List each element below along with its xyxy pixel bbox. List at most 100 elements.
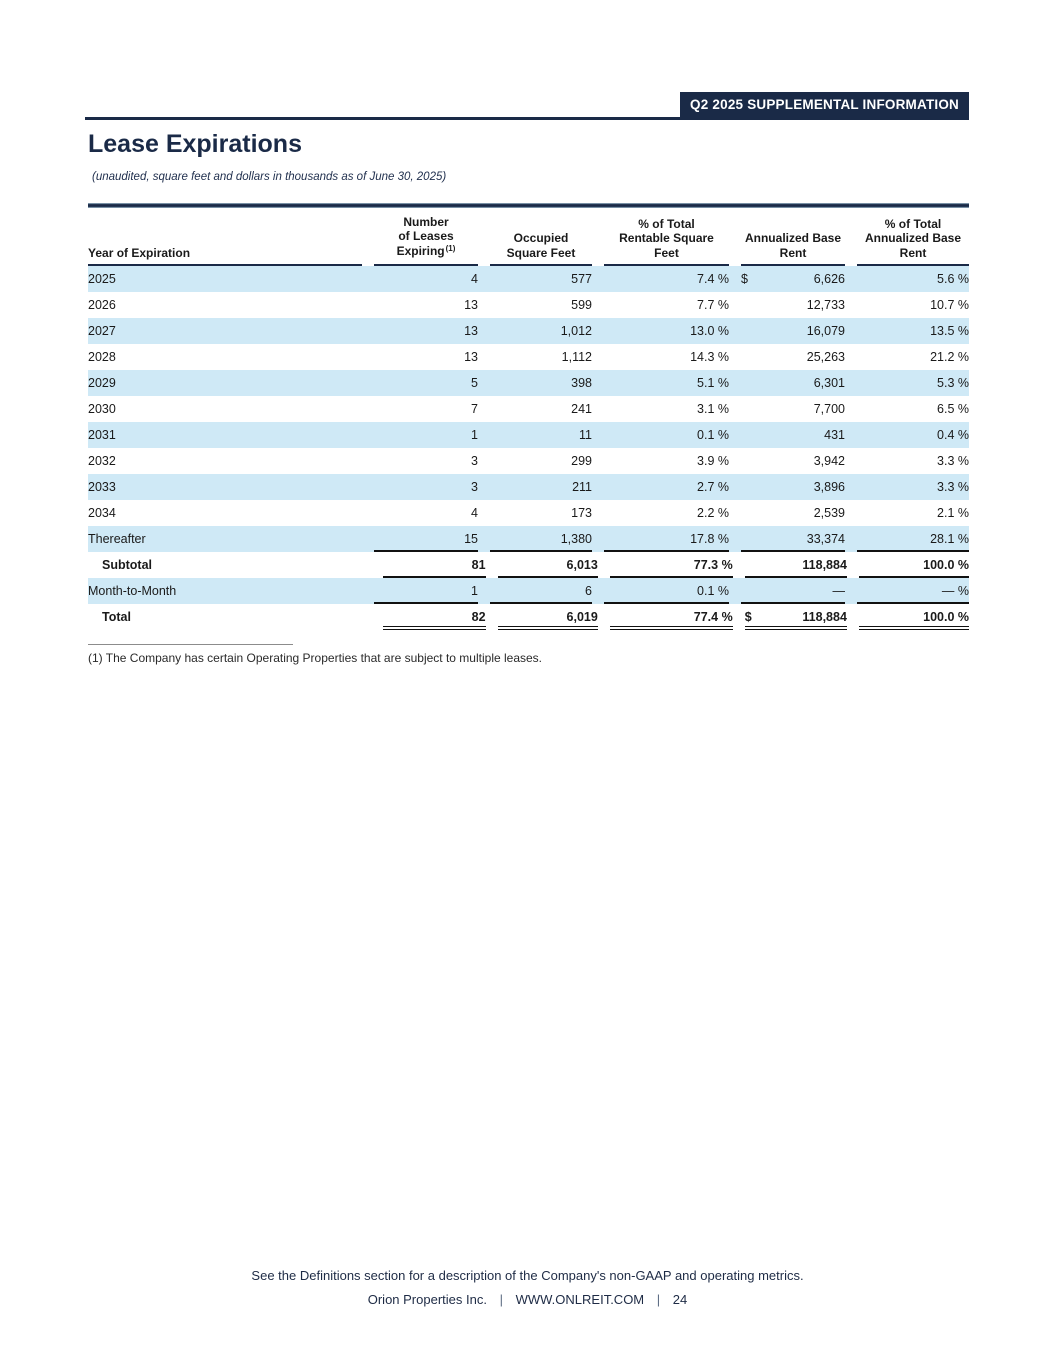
header-line: % of Total (884, 216, 942, 231)
page-subtitle: (unaudited, square feet and dollars in t… (92, 171, 447, 183)
footer-company-line: Orion Properties Inc. | WWW.ONLREIT.COM … (0, 1292, 1055, 1307)
cell-leases: 5 (471, 376, 478, 390)
cell-pct-annualized: 13.5 % (930, 324, 969, 338)
cell-leases: 7 (471, 402, 478, 416)
col-header-year-of-expiration: Year of Expiration (88, 208, 362, 266)
table-row: 2029 5 398 5.1 % 6,301 5.3 % (88, 370, 969, 396)
header-line: Annualized Base (744, 231, 842, 245)
cell-leases: 13 (464, 298, 478, 312)
rent-value: 2,539 (813, 506, 845, 520)
cell-leases: 81 (383, 552, 486, 578)
header-line: Feet (654, 245, 679, 260)
cell-annualized-rent: 33,374 (741, 526, 845, 552)
cell-pct-rentable: 77.4 % (609, 604, 733, 630)
footnote-marker: (1) (445, 243, 456, 253)
cell-occupied-sqft: 577 (571, 272, 592, 286)
cell-occupied-sqft: 6 (490, 578, 592, 604)
cell-pct-annualized: 0.4 % (937, 428, 969, 442)
cell-occupied-sqft: 11 (579, 428, 592, 442)
cell-occupied-sqft: 1,380 (490, 526, 592, 552)
lease-expirations-table: Year of Expiration Number of Leases Expi… (88, 203, 969, 630)
cell-pct-rentable: 7.4 % (697, 272, 729, 286)
header-line: of Leases (398, 229, 454, 243)
table-row: Subtotal 81 6,013 77.3 % 118,884 100.0 % (88, 552, 969, 578)
table-row: 2032 3 299 3.9 % 3,942 3.3 % (88, 448, 969, 474)
cell-year: Total (102, 610, 131, 624)
cell-year: 2032 (88, 454, 116, 468)
cell-annualized-rent: 6,301 (741, 370, 845, 396)
table-row: 2031 1 11 0.1 % 431 0.4 % (88, 422, 969, 448)
cell-pct-annualized: 5.6 % (937, 272, 969, 286)
page-title: Lease Expirations (88, 130, 302, 158)
col-header-pct-rentable-square-feet: % of Total Rentable Square Feet (604, 208, 729, 266)
rent-value: 118,884 (802, 610, 847, 624)
cell-pct-annualized: 2.1 % (937, 506, 969, 520)
table-row: Month-to-Month 1 6 0.1 % — — % (88, 578, 969, 604)
cell-pct-rentable: 77.3 % (609, 552, 733, 578)
cell-occupied-sqft: 173 (571, 506, 592, 520)
header-line: Annualized Base (864, 231, 962, 245)
cell-annualized-rent: 3,896 (741, 474, 845, 500)
cell-pct-rentable: 0.1 % (697, 428, 729, 442)
cell-annualized-rent: 118,884 (744, 552, 847, 578)
dollar-sign: $ (741, 272, 748, 286)
cell-year: 2034 (88, 506, 116, 520)
cell-leases: 1 (471, 428, 478, 442)
cell-leases: 4 (471, 272, 478, 286)
cell-annualized-rent: — (741, 578, 845, 604)
cell-occupied-sqft: 211 (572, 480, 592, 494)
cell-leases: 82 (383, 604, 486, 630)
table-row: 2027 13 1,012 13.0 % 16,079 13.5 % (88, 318, 969, 344)
cell-leases: 3 (471, 454, 478, 468)
header-line: Rent (899, 245, 927, 260)
cell-pct-annualized: 6.5 % (937, 402, 969, 416)
cell-pct-annualized: 21.2 % (930, 350, 969, 364)
cell-year: 2031 (88, 428, 116, 442)
cell-year: 2028 (88, 350, 116, 364)
cell-annualized-rent: 12,733 (741, 292, 845, 318)
cell-pct-annualized: 10.7 % (930, 298, 969, 312)
supplemental-info-banner: Q2 2025 SUPPLEMENTAL INFORMATION (680, 92, 969, 117)
cell-occupied-sqft: 599 (571, 298, 592, 312)
rent-value: 12,733 (806, 298, 845, 312)
page-footer: See the Definitions section for a descri… (0, 1268, 1055, 1307)
cell-annualized-rent: $ 6,626 (741, 266, 845, 292)
cell-year: 2033 (88, 480, 116, 494)
cell-annualized-rent: $ 118,884 (744, 604, 847, 630)
cell-pct-annualized: 100.0 % (858, 604, 969, 630)
table-row: 2028 13 1,112 14.3 % 25,263 21.2 % (88, 344, 969, 370)
cell-pct-annualized: 3.3 % (937, 480, 969, 494)
cell-year: 2026 (88, 298, 116, 312)
cell-pct-rentable: 13.0 % (690, 324, 729, 338)
cell-annualized-rent: 16,079 (741, 318, 845, 344)
cell-pct-rentable: 14.3 % (690, 350, 729, 364)
header-line: Square Feet (506, 245, 576, 260)
cell-pct-rentable: 17.8 % (604, 526, 729, 552)
rent-value: — (832, 584, 846, 598)
cell-annualized-rent: 3,942 (741, 448, 845, 474)
cell-year: 2029 (88, 376, 116, 390)
rent-value: 3,942 (813, 454, 845, 468)
cell-year: 2027 (88, 324, 116, 338)
cell-leases: 3 (471, 480, 478, 494)
cell-year: 2030 (88, 402, 116, 416)
rent-value: 6,301 (813, 376, 845, 390)
table-row: 2034 4 173 2.2 % 2,539 2.1 % (88, 500, 969, 526)
col-header-occupied-square-feet: Occupied Square Feet (490, 208, 592, 266)
definitions-note: See the Definitions section for a descri… (251, 1268, 804, 1283)
header-line: Occupied (513, 231, 569, 245)
cell-annualized-rent: 2,539 (741, 500, 845, 526)
table-row: Total 82 6,019 77.4 % $ 118,884 100.0 % (88, 604, 969, 630)
table-header-row: Year of Expiration Number of Leases Expi… (88, 208, 969, 266)
footer-website: WWW.ONLREIT.COM (515, 1292, 645, 1307)
cell-pct-rentable: 2.2 % (697, 506, 729, 520)
footnote-rule (88, 644, 293, 645)
cell-pct-rentable: 0.1 % (604, 578, 729, 604)
cell-leases: 13 (464, 324, 478, 338)
cell-year: 2025 (88, 272, 116, 286)
rent-value: 7,700 (813, 402, 845, 416)
table-row: 2030 7 241 3.1 % 7,700 6.5 % (88, 396, 969, 422)
cell-occupied-sqft: 6,013 (497, 552, 598, 578)
cell-occupied-sqft: 398 (571, 376, 592, 390)
cell-pct-annualized: 100.0 % (858, 552, 969, 578)
